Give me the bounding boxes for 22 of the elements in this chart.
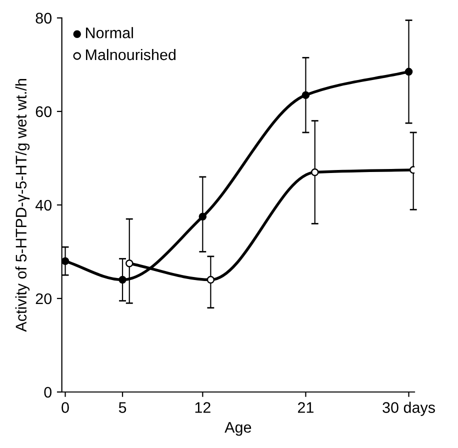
x-tick-label: 12 <box>195 402 210 413</box>
x-tick-label: 0 <box>62 402 69 413</box>
y-tick-label: 0 <box>44 386 52 398</box>
x-tick-label: 5 <box>118 402 126 413</box>
x-tick-label: 21 <box>298 402 314 413</box>
y-tick-label: 40 <box>35 200 52 211</box>
point <box>118 276 126 284</box>
legend-label: Normal <box>86 27 133 38</box>
y-axis-title: Activity of 5-HTPD-γ-5-HT/g wet wt./h <box>15 79 30 332</box>
y-tick-label: 20 <box>36 293 52 304</box>
point <box>126 260 134 268</box>
point <box>310 168 319 176</box>
point <box>198 212 207 221</box>
point <box>404 68 413 76</box>
y-tick-label: 60 <box>36 106 52 118</box>
point <box>302 91 310 99</box>
point <box>206 276 215 284</box>
x-axis-title: Age <box>224 422 252 436</box>
y-tick-label: 80 <box>36 12 52 24</box>
point <box>62 257 70 265</box>
legend-label: Malnourished <box>86 48 176 60</box>
x-tick-label: 30 days <box>382 402 435 416</box>
